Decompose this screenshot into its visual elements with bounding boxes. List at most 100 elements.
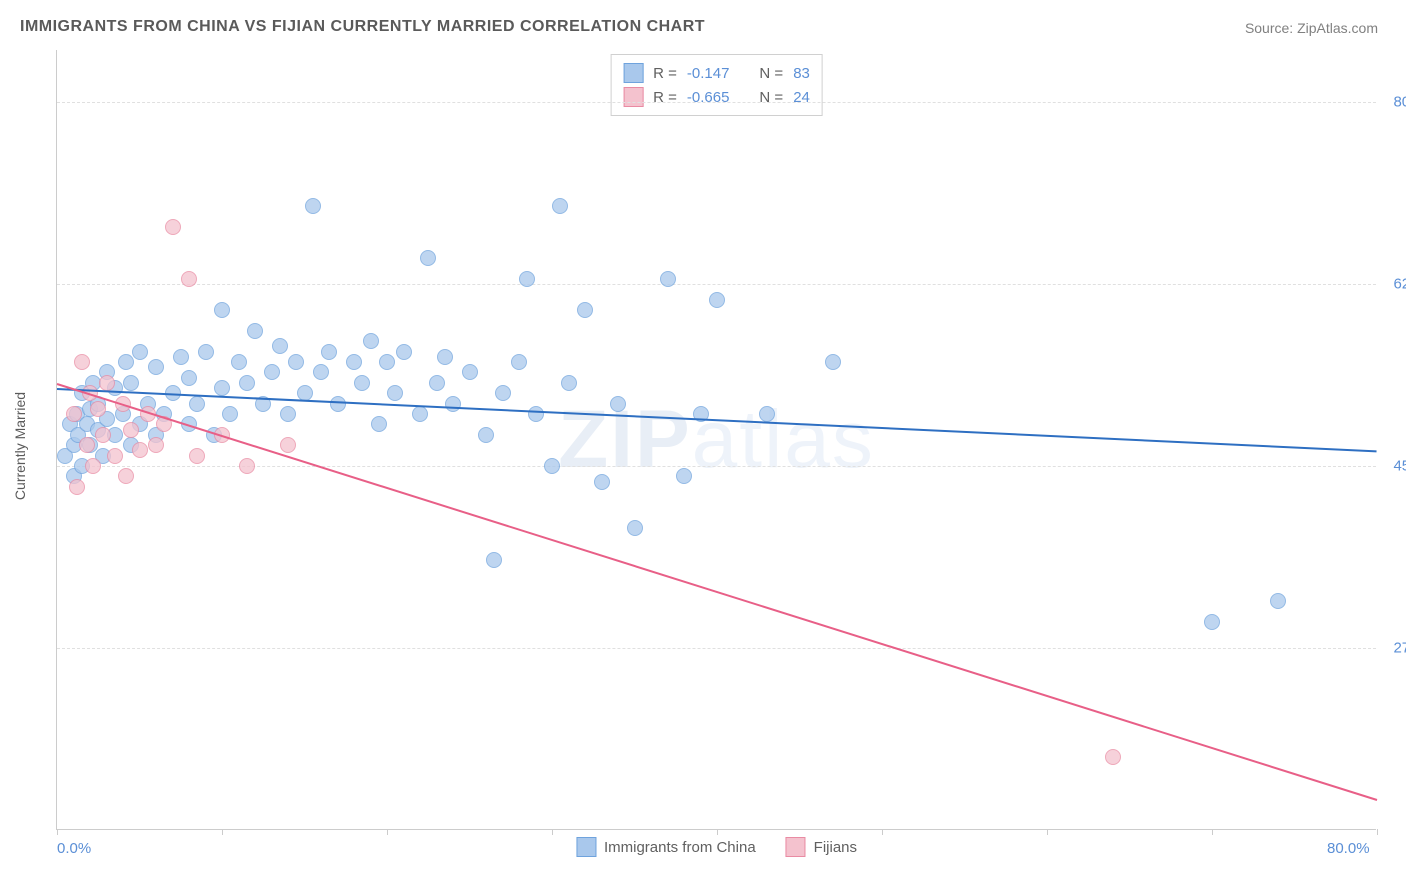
- watermark: ZIPatlas: [558, 393, 875, 487]
- scatter-point: [239, 375, 255, 391]
- series-label-fijians: Fijians: [814, 839, 857, 856]
- scatter-point: [173, 349, 189, 365]
- scatter-point: [363, 333, 379, 349]
- series-label-china: Immigrants from China: [604, 839, 756, 856]
- legend-swatch-fijians-bottom: [786, 837, 806, 857]
- scatter-point: [107, 448, 123, 464]
- trend-line: [57, 383, 1378, 801]
- scatter-point: [288, 354, 304, 370]
- scatter-point: [412, 406, 428, 422]
- scatter-point: [354, 375, 370, 391]
- scatter-point: [239, 458, 255, 474]
- scatter-point: [321, 344, 337, 360]
- scatter-point: [79, 437, 95, 453]
- scatter-point: [313, 364, 329, 380]
- scatter-point: [231, 354, 247, 370]
- scatter-point: [1204, 614, 1220, 630]
- scatter-point: [305, 198, 321, 214]
- scatter-point: [189, 396, 205, 412]
- scatter-point: [214, 302, 230, 318]
- scatter-point: [437, 349, 453, 365]
- source-attribution: Source: ZipAtlas.com: [1245, 20, 1378, 36]
- scatter-point: [198, 344, 214, 360]
- scatter-point: [387, 385, 403, 401]
- plot-area: ZIPatlas R = -0.147 N = 83 R = -0.665 N …: [56, 50, 1376, 830]
- scatter-point: [486, 552, 502, 568]
- series-legend-fijians: Fijians: [786, 837, 857, 857]
- series-legend: Immigrants from China Fijians: [576, 837, 857, 857]
- scatter-point: [95, 427, 111, 443]
- scatter-point: [118, 468, 134, 484]
- gridline: [57, 284, 1376, 285]
- scatter-point: [528, 406, 544, 422]
- scatter-point: [214, 380, 230, 396]
- scatter-point: [123, 422, 139, 438]
- scatter-point: [759, 406, 775, 422]
- n-value-china: 83: [793, 65, 810, 82]
- scatter-point: [132, 442, 148, 458]
- scatter-point: [594, 474, 610, 490]
- scatter-point: [272, 338, 288, 354]
- x-tick-label: 0.0%: [57, 840, 91, 857]
- scatter-point: [379, 354, 395, 370]
- scatter-point: [181, 370, 197, 386]
- scatter-point: [165, 219, 181, 235]
- scatter-point: [69, 479, 85, 495]
- gridline: [57, 466, 1376, 467]
- source-name: ZipAtlas.com: [1297, 20, 1378, 36]
- scatter-point: [495, 385, 511, 401]
- source-label: Source:: [1245, 20, 1297, 36]
- scatter-point: [511, 354, 527, 370]
- scatter-point: [445, 396, 461, 412]
- scatter-point: [99, 375, 115, 391]
- y-tick-label: 45.0%: [1393, 458, 1406, 475]
- scatter-point: [90, 401, 106, 417]
- scatter-point: [371, 416, 387, 432]
- legend-swatch-china-bottom: [576, 837, 596, 857]
- scatter-point: [330, 396, 346, 412]
- scatter-point: [544, 458, 560, 474]
- x-tick: [387, 829, 388, 835]
- scatter-point: [123, 375, 139, 391]
- legend-swatch-china: [623, 63, 643, 83]
- x-tick-label: 80.0%: [1327, 840, 1370, 857]
- series-legend-china: Immigrants from China: [576, 837, 756, 857]
- x-tick: [882, 829, 883, 835]
- scatter-point: [519, 271, 535, 287]
- scatter-point: [148, 437, 164, 453]
- scatter-point: [462, 364, 478, 380]
- legend-swatch-fijians: [623, 87, 643, 107]
- x-tick: [552, 829, 553, 835]
- x-tick: [222, 829, 223, 835]
- scatter-point: [85, 458, 101, 474]
- x-tick: [1047, 829, 1048, 835]
- n-label: N =: [759, 65, 783, 82]
- scatter-point: [561, 375, 577, 391]
- scatter-point: [181, 271, 197, 287]
- scatter-point: [1105, 749, 1121, 765]
- scatter-point: [280, 406, 296, 422]
- r-value-china: -0.147: [687, 65, 730, 82]
- x-tick: [717, 829, 718, 835]
- scatter-point: [74, 354, 90, 370]
- scatter-point: [429, 375, 445, 391]
- x-tick: [1212, 829, 1213, 835]
- scatter-point: [148, 359, 164, 375]
- correlation-legend-row-2: R = -0.665 N = 24: [623, 85, 810, 109]
- scatter-point: [552, 198, 568, 214]
- x-tick: [1377, 829, 1378, 835]
- trend-line: [57, 388, 1377, 452]
- scatter-point: [247, 323, 263, 339]
- scatter-point: [627, 520, 643, 536]
- scatter-point: [222, 406, 238, 422]
- scatter-point: [264, 364, 280, 380]
- gridline: [57, 648, 1376, 649]
- scatter-point: [420, 250, 436, 266]
- watermark-light: atlas: [692, 394, 875, 485]
- y-tick-label: 62.5%: [1393, 276, 1406, 293]
- correlation-legend-row-1: R = -0.147 N = 83: [623, 61, 810, 85]
- scatter-point: [478, 427, 494, 443]
- scatter-point: [396, 344, 412, 360]
- correlation-legend: R = -0.147 N = 83 R = -0.665 N = 24: [610, 54, 823, 116]
- scatter-point: [825, 354, 841, 370]
